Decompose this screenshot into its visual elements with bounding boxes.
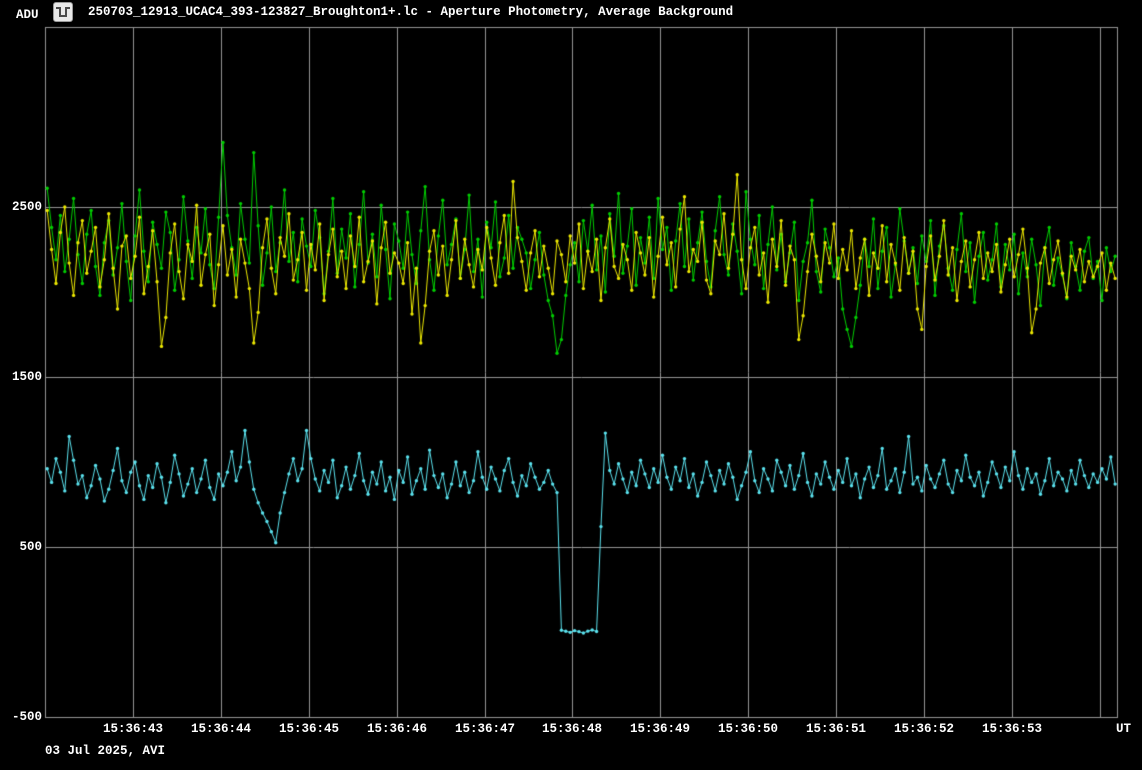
x-tick-label: 15:36:44 [176, 722, 266, 736]
x-tick-label: 15:36:53 [967, 722, 1057, 736]
x-tick-label: 15:36:47 [440, 722, 530, 736]
y-axis-unit-label: ADU [16, 8, 39, 22]
x-tick-label: 15:36:45 [264, 722, 354, 736]
y-tick-label: 500 [0, 540, 42, 554]
occultation-lightcurve-icon[interactable] [53, 2, 73, 22]
x-tick-label: 15:36:51 [791, 722, 881, 736]
x-tick-label: 15:36:48 [527, 722, 617, 736]
y-tick-label: 1500 [0, 370, 42, 384]
recording-date-label: 03 Jul 2025, AVI [45, 744, 165, 758]
dip-glyph-icon [55, 5, 71, 19]
x-tick-label: 15:36:52 [879, 722, 969, 736]
lightcurve-plot [0, 0, 1142, 770]
window-title: 250703_12913_UCAC4_393-123827_Broughton1… [88, 5, 733, 19]
y-tick-label: -500 [0, 710, 42, 724]
x-tick-label: 15:36:43 [88, 722, 178, 736]
x-axis-unit-label: UT [1116, 722, 1131, 736]
x-tick-label: 15:36:50 [703, 722, 793, 736]
x-tick-label: 15:36:46 [352, 722, 442, 736]
x-tick-label: 15:36:49 [615, 722, 705, 736]
y-tick-label: 2500 [0, 200, 42, 214]
